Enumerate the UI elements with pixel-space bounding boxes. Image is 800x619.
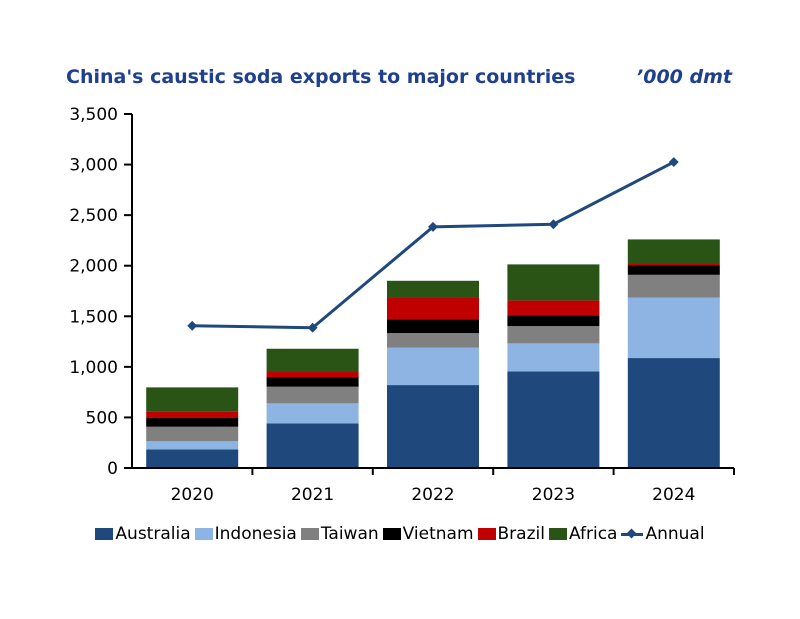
legend-item-brazil: Brazil xyxy=(477,524,545,544)
chart-title: China's caustic soda exports to major co… xyxy=(66,66,576,88)
bar-taiwan-2021 xyxy=(266,386,359,404)
legend-label: Taiwan xyxy=(320,524,379,544)
bar-brazil-2022 xyxy=(387,297,479,320)
legend-item-annual: Annual xyxy=(621,524,705,544)
bar-australia-2024 xyxy=(627,358,720,468)
bar-australia-2023 xyxy=(507,371,600,468)
y-tick-label: 1,500 xyxy=(69,307,118,327)
y-tick-label: 3,000 xyxy=(69,156,118,176)
legend-item-australia: Australia xyxy=(95,524,191,544)
marker-annual-2021 xyxy=(307,322,318,333)
y-tick-label: 500 xyxy=(86,408,118,428)
bar-taiwan-2020 xyxy=(146,426,239,442)
bar-vietnam-2021 xyxy=(266,377,359,387)
y-tick-label: 0 xyxy=(107,459,118,479)
bar-vietnam-2023 xyxy=(507,315,600,327)
marker-annual-2023 xyxy=(548,219,559,230)
y-tick-label: 3,500 xyxy=(69,105,118,125)
legend-item-taiwan: Taiwan xyxy=(300,524,379,544)
bar-indonesia-2022 xyxy=(387,347,479,386)
bar-australia-2022 xyxy=(387,385,479,468)
bar-australia-2021 xyxy=(266,423,359,468)
bar-brazil-2024 xyxy=(627,263,720,266)
legend-item-africa: Africa xyxy=(548,524,618,544)
legend-label: Africa xyxy=(568,524,618,544)
bar-africa-2023 xyxy=(507,264,600,301)
y-tick-label: 2,000 xyxy=(69,257,118,277)
legend-label: Annual xyxy=(645,524,705,544)
x-tick-label: 2024 xyxy=(652,485,695,505)
bar-africa-2021 xyxy=(266,348,359,373)
legend-swatch xyxy=(382,528,401,540)
bar-vietnam-2024 xyxy=(627,265,720,275)
bar-brazil-2021 xyxy=(266,372,359,378)
legend: Australia Indonesia Taiwan Vietnam Brazil Afr… xyxy=(0,524,800,544)
bar-vietnam-2020 xyxy=(146,418,239,427)
bar-taiwan-2023 xyxy=(507,326,600,344)
legend-swatch xyxy=(477,528,496,540)
bar-indonesia-2024 xyxy=(627,297,720,359)
marker-annual-2020 xyxy=(187,320,198,331)
bar-brazil-2023 xyxy=(507,300,600,316)
bar-australia-2020 xyxy=(146,449,239,468)
x-tick-label: 2023 xyxy=(532,485,575,505)
marker-annual-2022 xyxy=(428,221,438,232)
x-tick-label: 2021 xyxy=(291,485,334,505)
bar-africa-2022 xyxy=(387,280,479,298)
legend-label: Indonesia xyxy=(214,524,297,544)
legend-swatch xyxy=(95,528,114,540)
bar-brazil-2020 xyxy=(146,411,239,419)
y-tick-label: 1,000 xyxy=(69,358,118,378)
bar-indonesia-2021 xyxy=(266,403,359,424)
legend-item-indonesia: Indonesia xyxy=(194,524,297,544)
legend-swatch xyxy=(548,528,567,540)
legend-swatch xyxy=(621,532,644,536)
bar-africa-2020 xyxy=(146,387,239,412)
legend-swatch xyxy=(300,528,319,540)
bar-taiwan-2024 xyxy=(627,274,720,298)
x-tick-label: 2020 xyxy=(171,485,214,505)
bar-taiwan-2022 xyxy=(387,333,479,348)
bar-vietnam-2022 xyxy=(387,319,479,334)
legend-label: Vietnam xyxy=(402,524,474,544)
legend-label: Australia xyxy=(115,524,191,544)
bar-africa-2024 xyxy=(627,239,720,264)
unit-label: ’000 dmt xyxy=(636,66,732,88)
bar-indonesia-2023 xyxy=(507,343,600,372)
legend-label: Brazil xyxy=(497,524,545,544)
legend-swatch xyxy=(194,528,213,540)
marker-annual-2024 xyxy=(668,157,679,167)
x-tick-label: 2022 xyxy=(411,485,454,505)
y-tick-label: 2,500 xyxy=(69,206,118,226)
bar-indonesia-2020 xyxy=(146,441,239,450)
legend-item-vietnam: Vietnam xyxy=(382,524,474,544)
